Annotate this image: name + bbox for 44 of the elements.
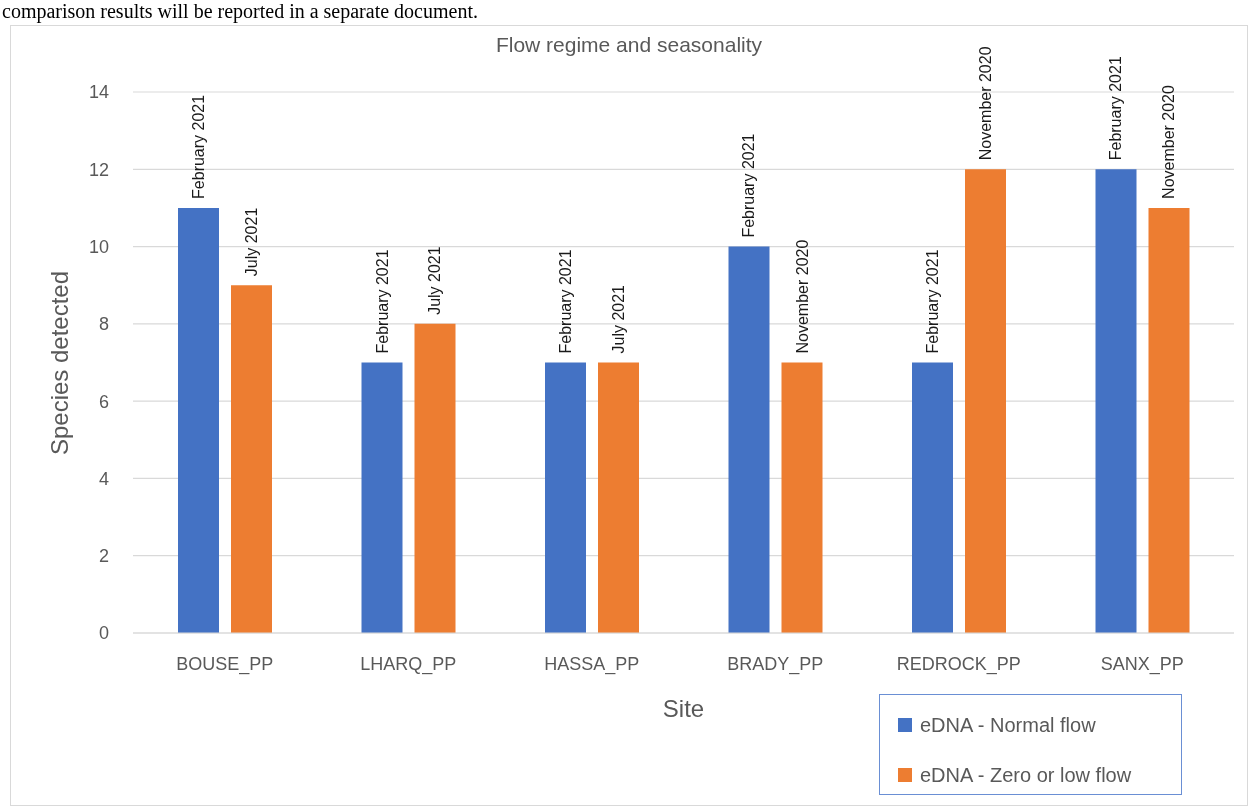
x-tick-label: HASSA_PP bbox=[544, 653, 640, 675]
data-label: February 2021 bbox=[740, 133, 758, 238]
y-tick-label: 6 bbox=[98, 391, 109, 412]
x-tick-label: REDROCK_PP bbox=[896, 653, 1021, 675]
y-tick-label: 14 bbox=[88, 82, 109, 103]
y-axis-title: Species detected bbox=[46, 270, 73, 455]
text: comparison results will be reported in a separate document. bbox=[2, 0, 478, 22]
legend-label: eDNA - Normal flow bbox=[920, 713, 1096, 737]
y-tick-label: 2 bbox=[98, 546, 109, 567]
data-label: February 2021 bbox=[924, 249, 941, 354]
legend-label: eDNA - Zero or low flow bbox=[920, 763, 1132, 787]
bar bbox=[545, 362, 586, 633]
bar bbox=[965, 169, 1006, 633]
bar bbox=[912, 362, 953, 633]
bar bbox=[1095, 169, 1137, 633]
y-tick-label: 12 bbox=[88, 159, 109, 180]
data-label: November 2020 bbox=[793, 239, 811, 354]
bar bbox=[781, 362, 823, 633]
x-tick-label: LHARQ_PP bbox=[360, 653, 457, 675]
bar bbox=[178, 207, 219, 633]
bar bbox=[598, 362, 639, 633]
data-label: February 2021 bbox=[373, 249, 391, 354]
data-label: February 2021 bbox=[190, 94, 207, 199]
y-tick-label: 4 bbox=[98, 468, 109, 489]
chart-title: Flow regime and seasonality bbox=[495, 33, 763, 56]
y-tick-label: 8 bbox=[98, 314, 109, 335]
data-label: July 2021 bbox=[610, 284, 627, 354]
data-label: November 2020 bbox=[977, 46, 994, 161]
bar bbox=[361, 362, 403, 633]
x-tick-label: BOUSE_PP bbox=[176, 653, 274, 675]
data-label: November 2020 bbox=[1160, 84, 1178, 199]
x-tick-label: BRADY_PP bbox=[727, 653, 824, 675]
bar bbox=[1148, 207, 1190, 633]
data-label: July 2021 bbox=[243, 207, 260, 277]
bar bbox=[728, 246, 770, 633]
data-label: February 2021 bbox=[1107, 56, 1125, 161]
bar bbox=[231, 285, 272, 633]
x-axis-title: Site bbox=[662, 695, 705, 722]
y-tick-label: 10 bbox=[88, 236, 109, 257]
bar bbox=[414, 323, 456, 633]
y-tick-label: 0 bbox=[98, 623, 109, 644]
data-label: July 2021 bbox=[426, 246, 444, 315]
x-tick-label: SANX_PP bbox=[1100, 653, 1184, 675]
data-label: February 2021 bbox=[557, 249, 574, 354]
